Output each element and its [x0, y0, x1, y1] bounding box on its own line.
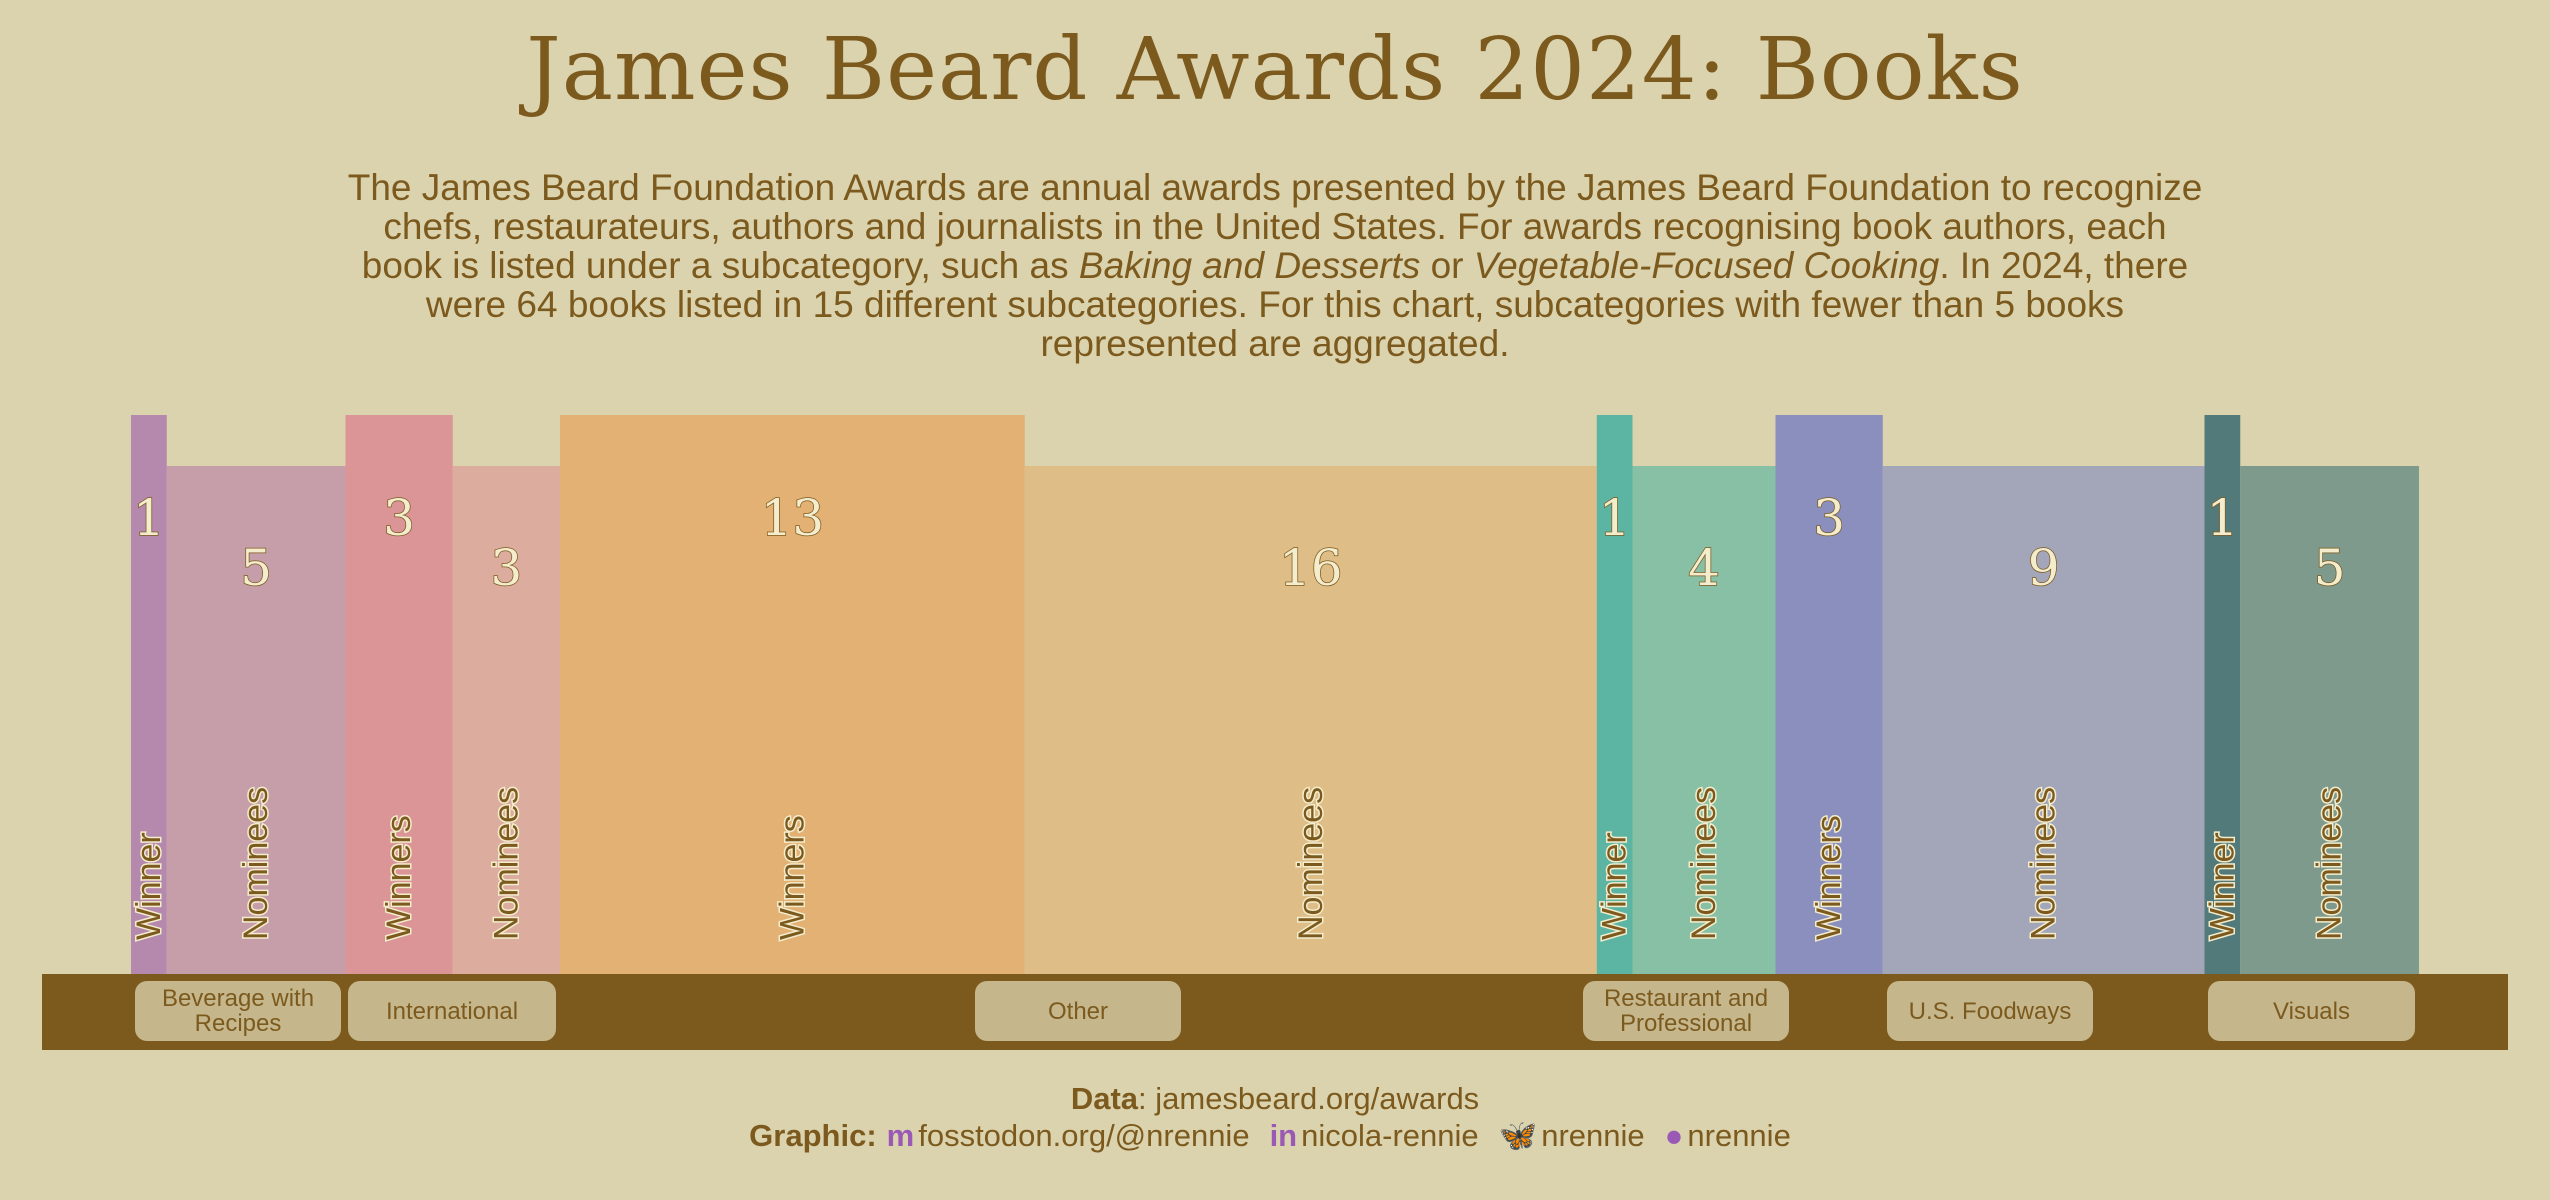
book-bar	[2204, 415, 2241, 974]
bar-type-label: Nominees	[487, 787, 525, 940]
category-tag-other: Other	[975, 981, 1181, 1041]
bar-type-label: Winner	[130, 832, 168, 940]
caption-graphic-line: Graphic: m fosstodon.org/@nrennie in nicola-…	[0, 1117, 2550, 1154]
bar-value-label: 1	[1599, 489, 1631, 547]
category-tag-restaurant: Restaurant and Professional	[1583, 981, 1789, 1041]
caption-data-value: : jamesbeard.org/awards	[1138, 1081, 1480, 1116]
bar-value-label: 9	[2028, 539, 2060, 597]
category-tag-beverage: Beverage with Recipes	[135, 981, 341, 1041]
caption: Data: jamesbeard.org/awards Graphic: m fos…	[0, 1080, 2550, 1154]
subtitle-text-1: The James Beard Foundation Awards are an…	[347, 167, 2203, 286]
bar-type-label: Nominees	[2025, 787, 2063, 940]
bar-type-label: Nominees	[237, 787, 275, 940]
caption-data-line: Data: jamesbeard.org/awards	[0, 1080, 2550, 1117]
bar-type-label: Winners	[1810, 815, 1848, 940]
bar-value-label: 5	[2314, 539, 2346, 597]
github-icon: ●	[1664, 1118, 1684, 1153]
bar-type-label: Nominees	[1685, 787, 1723, 940]
book-bar	[1775, 415, 1883, 974]
chart-title: James Beard Awards 2024: Books	[526, 20, 2024, 120]
caption-bluesky-text: nrennie	[1541, 1118, 1645, 1153]
book-bar	[1596, 415, 1633, 974]
mastodon-icon: m	[886, 1118, 915, 1153]
book-bar	[1024, 466, 1597, 974]
linkedin-icon: in	[1269, 1118, 1298, 1153]
bar-value-label: 1	[2206, 489, 2238, 547]
book-bar	[166, 466, 346, 974]
bar-value-label: 3	[490, 539, 522, 597]
book-bar	[345, 415, 453, 974]
subtitle-text-3: . In 2024, there were 64 books listed in…	[425, 245, 2189, 364]
caption-github-text: nrennie	[1687, 1118, 1791, 1153]
bar-value-label: 3	[1813, 489, 1845, 547]
book-bar	[2240, 466, 2419, 974]
bar-type-label: Nominees	[2311, 787, 2349, 940]
bar-value-label: 16	[1279, 539, 1343, 597]
bar-value-label: 13	[761, 489, 825, 547]
caption-mastodon[interactable]: m fosstodon.org/@nrennie	[887, 1117, 1250, 1154]
caption-graphic-label: Graphic:	[749, 1118, 877, 1153]
caption-linkedin-text: nicola-rennie	[1301, 1118, 1479, 1153]
bar-value-label: 3	[383, 489, 415, 547]
bar-type-label: Winner	[1596, 832, 1634, 940]
book-bar	[560, 415, 1025, 974]
bar-type-label: Winners	[380, 815, 418, 940]
category-tag-international: International	[348, 981, 556, 1041]
subtitle-italic-2: Vegetable-Focused Cooking	[1473, 245, 1940, 286]
bar-value-label: 4	[1688, 539, 1720, 597]
caption-linkedin[interactable]: in nicola-rennie	[1270, 1117, 1479, 1154]
caption-github[interactable]: ● nrennie	[1665, 1117, 1791, 1154]
caption-bluesky[interactable]: 🦋 nrennie	[1499, 1117, 1645, 1154]
subtitle-italic-1: Baking and Desserts	[1078, 245, 1421, 286]
book-bar	[452, 466, 560, 974]
subtitle-text-2: or	[1420, 245, 1474, 286]
book-bar	[1632, 466, 1776, 974]
category-tag-us-foodways: U.S. Foodways	[1887, 981, 2093, 1041]
bar-value-label: 5	[240, 539, 272, 597]
category-tag-visuals: Visuals	[2208, 981, 2415, 1041]
bar-type-label: Winners	[773, 815, 811, 940]
bar-type-label: Nominees	[1292, 787, 1330, 940]
book-bar	[131, 415, 167, 974]
caption-data-label: Data	[1070, 1081, 1139, 1116]
bluesky-icon: 🦋	[1498, 1118, 1538, 1153]
chart-subtitle: The James Beard Foundation Awards are an…	[345, 168, 2205, 363]
caption-mastodon-text: fosstodon.org/@nrennie	[918, 1118, 1250, 1153]
bar-value-label: 1	[133, 489, 165, 547]
bar-type-label: Winner	[2203, 832, 2241, 940]
book-bar	[1882, 466, 2205, 974]
